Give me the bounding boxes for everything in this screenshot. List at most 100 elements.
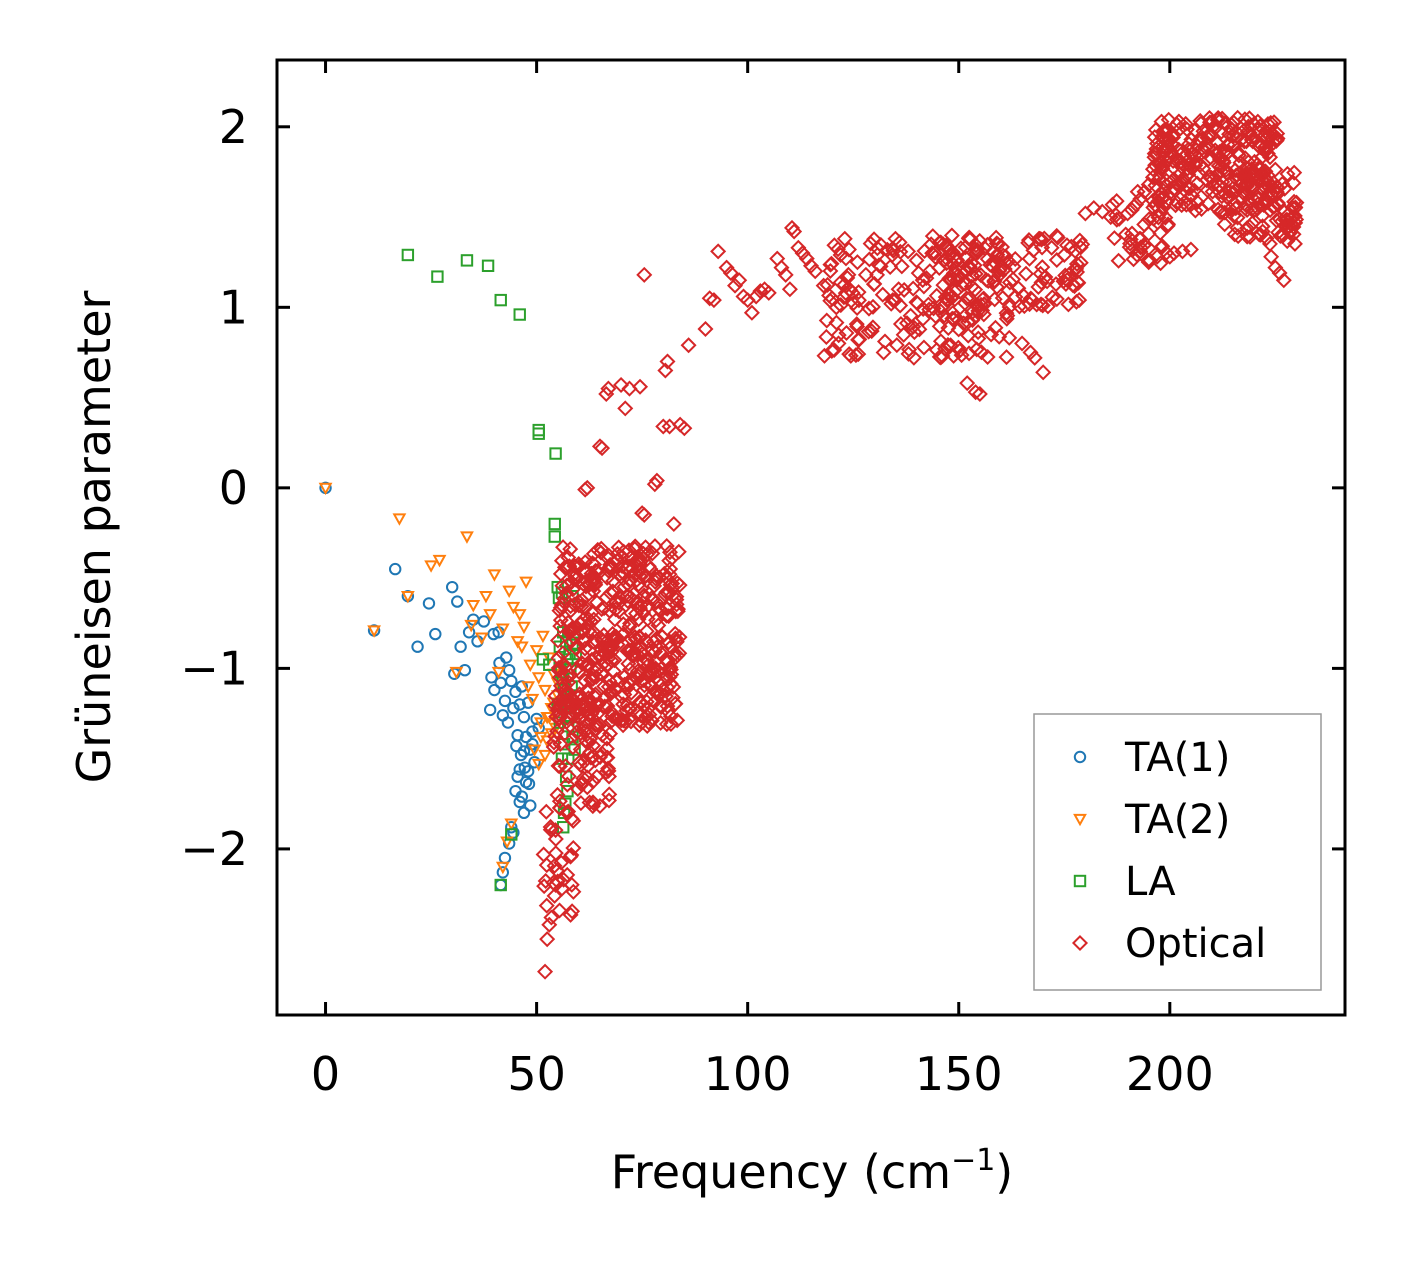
- data-point: [549, 862, 566, 879]
- legend-label: Optical: [1125, 921, 1266, 967]
- data-point: [517, 806, 531, 820]
- data-point: [532, 423, 545, 437]
- data-point: [432, 554, 447, 568]
- data-point: [938, 237, 955, 254]
- data-point: [445, 580, 459, 594]
- data-point: [573, 776, 590, 793]
- data-point: [431, 270, 444, 283]
- data-point: [932, 333, 949, 350]
- data-point: [1106, 230, 1123, 247]
- data-point: [602, 685, 619, 702]
- data-point: [1259, 116, 1276, 133]
- data-point: [1260, 185, 1277, 202]
- data-point: [1132, 239, 1149, 256]
- data-point: [609, 710, 626, 727]
- data-point: [1263, 248, 1280, 265]
- data-point: [563, 633, 580, 650]
- data-point: [921, 301, 938, 318]
- data-point: [648, 639, 665, 656]
- data-point: [600, 762, 617, 779]
- data-point: [1221, 126, 1238, 143]
- data-point: [701, 290, 718, 307]
- data-point: [1034, 297, 1051, 314]
- data-point: [752, 283, 769, 300]
- data-point: [600, 792, 617, 809]
- data-point: [882, 259, 899, 276]
- data-point: [900, 243, 917, 260]
- data-point: [760, 284, 777, 301]
- data-point: [577, 696, 594, 713]
- data-point: [524, 799, 537, 812]
- data-point: [1055, 273, 1072, 290]
- data-point: [602, 703, 619, 720]
- data-point: [638, 651, 655, 668]
- data-point: [551, 902, 568, 919]
- data-point: [429, 627, 442, 641]
- data-point: [569, 647, 583, 661]
- data-point: [1150, 193, 1167, 210]
- data-point: [495, 861, 510, 875]
- data-point: [975, 296, 992, 313]
- data-point: [515, 790, 529, 803]
- data-point: [1016, 298, 1033, 315]
- data-point: [623, 642, 640, 659]
- data-point: [533, 717, 548, 730]
- data-point: [777, 266, 794, 283]
- data-point: [485, 671, 498, 684]
- data-point: [731, 272, 748, 289]
- data-point: [549, 447, 562, 460]
- data-point: [467, 613, 480, 626]
- data-point: [622, 572, 639, 589]
- data-point: [670, 543, 687, 560]
- data-point: [727, 277, 744, 294]
- data-point: [1145, 210, 1162, 227]
- data-point: [1007, 289, 1024, 306]
- data-point: [1180, 141, 1197, 158]
- data-point: [890, 281, 907, 298]
- data-point: [491, 666, 506, 680]
- data-point: [505, 821, 518, 834]
- data-point: [513, 308, 526, 321]
- data-point: [941, 247, 958, 264]
- data-point: [1180, 156, 1197, 173]
- data-point: [667, 603, 684, 620]
- data-point: [994, 289, 1011, 306]
- data-point: [527, 744, 542, 757]
- data-point: [967, 384, 984, 401]
- data-point: [648, 612, 665, 629]
- data-point: [769, 250, 786, 267]
- data-point: [722, 265, 739, 282]
- data-point: [1199, 129, 1216, 146]
- data-point: [1021, 296, 1038, 313]
- data-point: [583, 565, 600, 582]
- data-point: [1222, 201, 1239, 218]
- data-point: [1121, 239, 1138, 256]
- data-point: [1207, 142, 1224, 159]
- data-point: [1072, 239, 1089, 256]
- data-point: [583, 604, 600, 621]
- data-point: [998, 349, 1015, 366]
- data-point: [528, 756, 541, 769]
- legend-marker: [1071, 934, 1089, 952]
- data-point: [567, 639, 584, 656]
- data-point: [988, 229, 1005, 246]
- data-point: [748, 288, 765, 305]
- data-point: [1154, 160, 1171, 177]
- data-point: [498, 694, 512, 708]
- data-point: [845, 295, 862, 312]
- data-point: [1047, 276, 1065, 293]
- data-point: [1154, 158, 1171, 175]
- data-point: [653, 628, 670, 645]
- data-point: [1178, 167, 1195, 184]
- data-point: [579, 479, 596, 496]
- data-point: [952, 240, 969, 257]
- x-axis-label: Frequency (cm−1): [611, 1143, 1014, 1199]
- y-tick-label: 0: [219, 461, 248, 515]
- data-point: [502, 585, 517, 599]
- data-point: [630, 611, 647, 628]
- data-point: [958, 290, 975, 307]
- data-point: [611, 566, 628, 583]
- data-point: [579, 779, 596, 796]
- data-point: [1174, 243, 1191, 260]
- y-tick-label: 1: [219, 280, 248, 334]
